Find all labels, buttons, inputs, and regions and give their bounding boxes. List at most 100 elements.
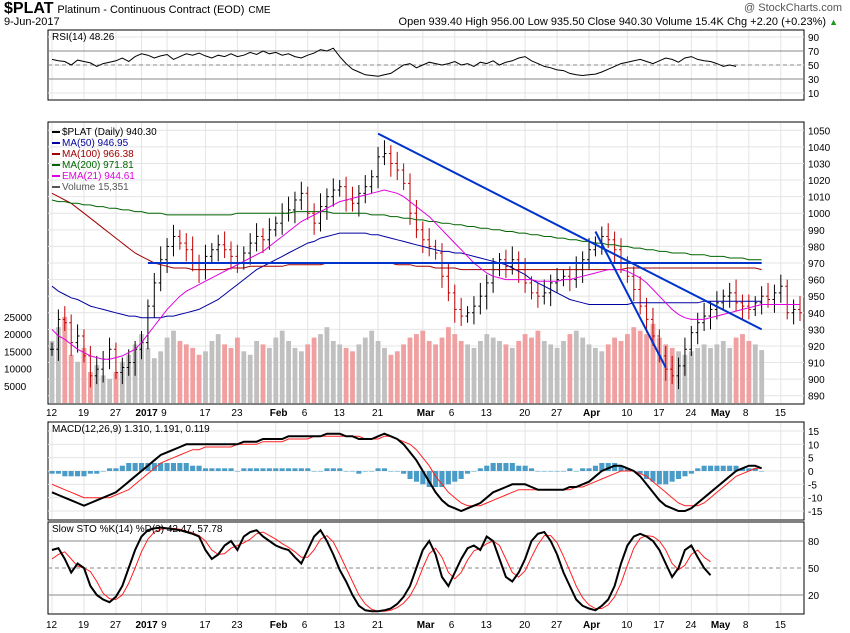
ohlc-readout: Open 939.40 High 956.00 Low 935.50 Close… xyxy=(399,16,838,28)
macd-histogram-bar xyxy=(522,465,528,471)
macd-histogram-bar xyxy=(733,465,739,471)
macd-tick-label: 5 xyxy=(808,454,814,465)
macd-histogram-bar xyxy=(298,468,304,471)
macd-histogram-bar xyxy=(471,471,477,472)
macd-histogram-bar xyxy=(529,468,535,471)
macd-histogram-bar xyxy=(516,465,522,471)
sto-tick-label: 80 xyxy=(808,537,820,548)
macd-histogram-bar xyxy=(599,463,605,471)
macd-histogram-bar xyxy=(286,468,292,471)
volume-bar xyxy=(752,344,758,403)
price-tick-label: 940 xyxy=(808,309,825,320)
price-tick-label: 1000 xyxy=(808,209,831,220)
long-downtrend-line xyxy=(377,132,763,331)
sto-tick-label: 50 xyxy=(808,564,820,575)
macd-histogram-bar xyxy=(676,471,682,479)
volume-bar xyxy=(740,334,745,403)
rsi-tick-label: 90 xyxy=(808,33,820,44)
volume-bar xyxy=(113,372,119,403)
x-axis-label-bottom: 21 xyxy=(372,620,384,631)
volume-bar xyxy=(369,330,375,403)
volume-bar xyxy=(62,316,68,403)
macd-histogram-bar xyxy=(452,471,458,482)
volume-bar xyxy=(573,330,579,403)
volume-bar xyxy=(305,344,311,403)
macd-histogram-bar xyxy=(292,468,298,471)
macd-histogram-bar xyxy=(349,471,355,472)
x-axis-label: 13 xyxy=(334,408,346,419)
sto-legend: Slow STO %K(14) %D(3) 42.47, 57.78 xyxy=(52,524,223,535)
x-axis-label-bottom: 17 xyxy=(653,620,665,631)
volume-bars xyxy=(49,316,765,403)
macd-histogram-bar xyxy=(343,471,349,472)
macd-histogram-bar xyxy=(445,471,451,485)
macd-histogram-bar xyxy=(49,471,55,474)
volume-bar xyxy=(401,344,406,403)
volume-bar xyxy=(215,334,221,403)
macd-histogram-bar xyxy=(535,471,541,472)
macd-histogram-bar xyxy=(612,463,618,471)
volume-bar xyxy=(330,341,336,403)
exchange: CME xyxy=(248,5,271,16)
volume-bar xyxy=(605,344,611,403)
volume-bar xyxy=(688,351,694,403)
volume-bar xyxy=(286,341,291,403)
volume-bar xyxy=(228,347,234,403)
volume-bar xyxy=(222,344,227,403)
volume-bar xyxy=(311,337,317,403)
volume-bar xyxy=(151,358,157,403)
sto-k-line xyxy=(51,526,712,613)
x-axis-label-bottom: 6 xyxy=(449,620,455,631)
macd-histogram-bar xyxy=(190,465,196,471)
ohlc-values: Open 939.40 High 956.00 Low 935.50 Close… xyxy=(398,16,827,28)
price-tick-label: 890 xyxy=(808,392,825,403)
volume-bar xyxy=(350,351,355,403)
volume-bar xyxy=(260,344,266,403)
volume-bar xyxy=(81,347,87,403)
volume-bar xyxy=(593,347,598,403)
macd-histogram-bar xyxy=(484,465,490,471)
volume-tick-label: 10000 xyxy=(4,365,32,376)
ma50-line xyxy=(51,232,762,319)
x-axis-label-bottom: 13 xyxy=(481,620,493,631)
x-axis-label-bottom: May xyxy=(711,620,731,631)
macd-histogram-bar xyxy=(55,471,61,474)
price-tick-label: 1010 xyxy=(808,193,831,204)
macd-histogram-bar xyxy=(618,465,624,471)
macd-histogram-bar xyxy=(305,468,311,471)
macd-histogram-bar xyxy=(209,468,215,471)
volume-bar xyxy=(68,354,74,403)
macd-histogram-bar xyxy=(266,468,272,471)
volume-bar xyxy=(548,344,554,403)
volume-bar xyxy=(426,341,432,403)
x-axis-label: 6 xyxy=(302,408,308,419)
volume-bar xyxy=(535,330,541,403)
volume-bar xyxy=(100,375,106,403)
macd-histogram-bar xyxy=(202,468,208,471)
macd-histogram-bar xyxy=(81,471,87,477)
macd-histogram-bar xyxy=(183,463,189,471)
x-axis-label: 2017 xyxy=(136,408,159,419)
legends: RSI(14) 48.26 $PLAT (Daily) 940.30MA(50) … xyxy=(52,32,223,535)
macd-histogram-bar xyxy=(100,471,106,472)
volume-bar xyxy=(759,350,765,403)
macd-histogram-bar xyxy=(503,463,509,471)
ma100-line xyxy=(51,192,762,271)
macd-histogram-bar xyxy=(650,471,656,482)
macd-histogram-bar xyxy=(490,463,496,471)
macd-line xyxy=(51,432,762,513)
macd-tick-label: 10 xyxy=(808,440,820,451)
x-axis-label-bottom: Mar xyxy=(417,620,435,631)
x-axis-label: 27 xyxy=(551,408,563,419)
volume-bar xyxy=(196,354,202,403)
volume-bar xyxy=(107,378,112,403)
x-axis-label-bottom: Apr xyxy=(583,620,600,631)
macd-histogram-bar xyxy=(145,463,151,471)
x-axis-label: 17 xyxy=(653,408,665,419)
volume-tick-label: 20000 xyxy=(4,330,32,341)
volume-bar xyxy=(247,354,253,403)
volume-bar xyxy=(644,334,649,403)
volume-bar xyxy=(567,334,573,403)
volume-bar xyxy=(158,351,164,403)
